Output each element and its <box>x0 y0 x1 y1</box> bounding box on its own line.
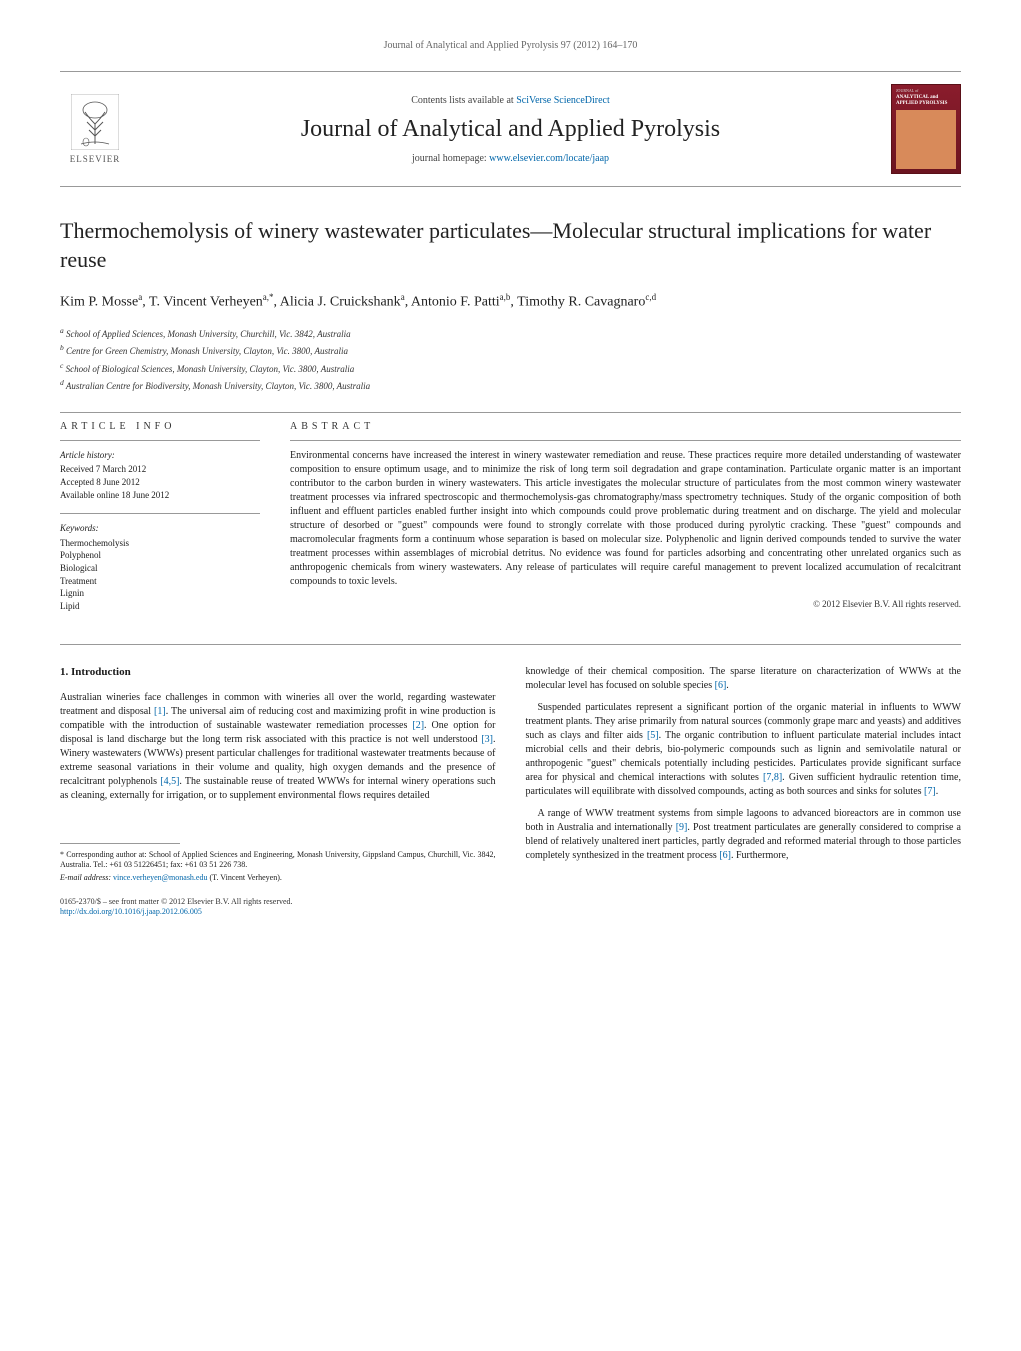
keyword: Lignin <box>60 587 260 600</box>
page-root: Journal of Analytical and Applied Pyroly… <box>0 0 1021 958</box>
info-rule-2 <box>60 513 260 514</box>
homepage-line: journal homepage: www.elsevier.com/locat… <box>130 153 891 164</box>
article-title: Thermochemolysis of winery wastewater pa… <box>60 217 961 274</box>
publisher-logo: ELSEVIER <box>60 89 130 169</box>
citation-ref[interactable]: [3] <box>481 734 493 745</box>
footnotes: * Corresponding author at: School of App… <box>60 850 496 883</box>
history-line: Accepted 8 June 2012 <box>60 476 260 489</box>
affiliation-line: a School of Applied Sciences, Monash Uni… <box>60 325 961 342</box>
citation-ref[interactable]: [4,5] <box>160 776 179 787</box>
publisher-name: ELSEVIER <box>70 154 121 164</box>
cover-image-placeholder <box>896 110 956 169</box>
keywords-block: Keywords: ThermochemolysisPolyphenolBiol… <box>60 522 260 612</box>
body-col-left: 1. Introduction Australian wineries face… <box>60 665 496 917</box>
citation-ref[interactable]: [9] <box>676 822 688 833</box>
corresponding-email[interactable]: vince.verheyen@monash.edu <box>113 873 207 882</box>
body-paragraph: Suspended particulates represent a signi… <box>526 701 962 799</box>
front-matter-line: 0165-2370/$ – see front matter © 2012 El… <box>60 897 496 907</box>
history-line: Available online 18 June 2012 <box>60 489 260 502</box>
citation-ref[interactable]: [7] <box>924 786 936 797</box>
article-info-heading: ARTICLE INFO <box>60 421 260 432</box>
journal-cover-thumb: JOURNAL of ANALYTICAL and APPLIED PYROLY… <box>891 84 961 174</box>
running-header: Journal of Analytical and Applied Pyroly… <box>60 40 961 51</box>
citation-ref[interactable]: [5] <box>647 730 659 741</box>
masthead: ELSEVIER Contents lists available at Sci… <box>60 71 961 187</box>
affiliation-line: d Australian Centre for Biodiversity, Mo… <box>60 377 961 394</box>
citation-ref[interactable]: [6] <box>719 850 731 861</box>
section-heading-intro: 1. Introduction <box>60 665 496 680</box>
keyword: Treatment <box>60 575 260 588</box>
contents-line: Contents lists available at SciVerse Sci… <box>130 95 891 106</box>
abstract-copyright: © 2012 Elsevier B.V. All rights reserved… <box>290 599 961 609</box>
affiliations: a School of Applied Sciences, Monash Uni… <box>60 325 961 394</box>
doi-link[interactable]: http://dx.doi.org/10.1016/j.jaap.2012.06… <box>60 907 202 916</box>
info-abstract-row: ARTICLE INFO Article history: Received 7… <box>60 421 961 625</box>
history-line: Received 7 March 2012 <box>60 463 260 476</box>
email-label: E-mail address: <box>60 873 113 882</box>
body-paragraph: Australian wineries face challenges in c… <box>60 691 496 803</box>
masthead-center: Contents lists available at SciVerse Sci… <box>130 95 891 164</box>
homepage-url[interactable]: www.elsevier.com/locate/jaap <box>489 153 609 164</box>
abstract-rule <box>290 440 961 441</box>
footer-block: 0165-2370/$ – see front matter © 2012 El… <box>60 897 496 918</box>
cover-top-text: JOURNAL of <box>896 89 956 93</box>
divider-bottom <box>60 644 961 645</box>
keyword: Lipid <box>60 600 260 613</box>
citation-ref[interactable]: [6] <box>715 680 727 691</box>
footnote-rule <box>60 843 180 844</box>
citation-ref[interactable]: [7,8] <box>763 772 782 783</box>
abstract-heading: ABSTRACT <box>290 421 961 432</box>
divider-top <box>60 412 961 413</box>
authors: Kim P. Mossea, T. Vincent Verheyena,*, A… <box>60 292 961 311</box>
body-paragraph: A range of WWW treatment systems from si… <box>526 807 962 863</box>
body-columns: 1. Introduction Australian wineries face… <box>60 665 961 917</box>
elsevier-tree-icon <box>71 94 119 150</box>
article-info-col: ARTICLE INFO Article history: Received 7… <box>60 421 260 625</box>
contents-prefix: Contents lists available at <box>411 95 516 106</box>
corresponding-author-note: * Corresponding author at: School of App… <box>60 850 496 871</box>
affiliation-line: c School of Biological Sciences, Monash … <box>60 360 961 377</box>
body-col-right: knowledge of their chemical composition.… <box>526 665 962 917</box>
cover-title-text: ANALYTICAL and APPLIED PYROLYSIS <box>896 95 956 106</box>
affiliation-line: b Centre for Green Chemistry, Monash Uni… <box>60 342 961 359</box>
keyword: Polyphenol <box>60 549 260 562</box>
history-block: Article history: Received 7 March 2012Ac… <box>60 449 260 501</box>
citation-ref[interactable]: [2] <box>412 720 424 731</box>
abstract-col: ABSTRACT Environmental concerns have inc… <box>290 421 961 625</box>
body-paragraph: knowledge of their chemical composition.… <box>526 665 962 693</box>
abstract-text: Environmental concerns have increased th… <box>290 449 961 589</box>
citation-ref[interactable]: [1] <box>154 706 166 717</box>
email-suffix: (T. Vincent Verheyen). <box>207 873 281 882</box>
info-rule-1 <box>60 440 260 441</box>
homepage-prefix: journal homepage: <box>412 153 489 164</box>
sciencedirect-link[interactable]: SciVerse ScienceDirect <box>516 95 610 106</box>
keyword: Thermochemolysis <box>60 537 260 550</box>
keywords-label: Keywords: <box>60 522 260 535</box>
keyword: Biological <box>60 562 260 575</box>
email-line: E-mail address: vince.verheyen@monash.ed… <box>60 873 496 883</box>
history-label: Article history: <box>60 449 260 462</box>
journal-title: Journal of Analytical and Applied Pyroly… <box>130 116 891 143</box>
